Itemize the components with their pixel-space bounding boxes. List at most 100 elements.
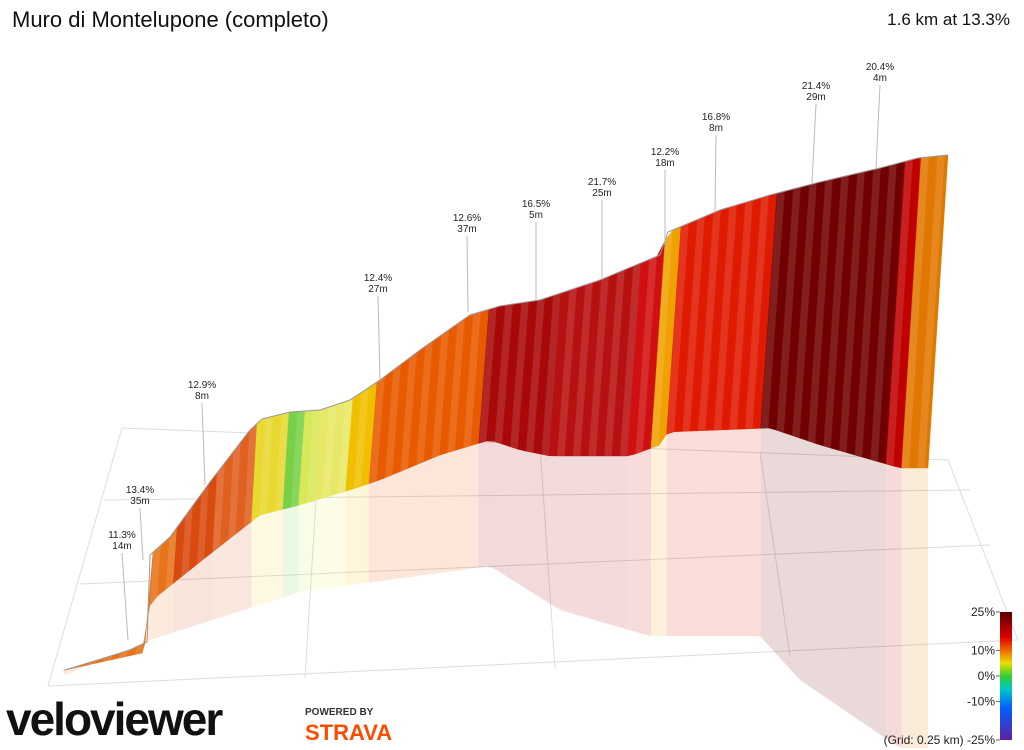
profile-reflection	[502, 444, 511, 579]
profile-reflection	[737, 428, 745, 636]
annotation-grade: 11.3%	[108, 530, 136, 541]
profile-reflection	[815, 443, 824, 696]
annotation-length: 29m	[806, 92, 825, 103]
profile-reflection	[564, 456, 573, 614]
profile-reflection	[267, 511, 276, 603]
profile-reflection	[909, 468, 918, 748]
profile-reflection	[345, 488, 354, 586]
profile-reflection	[71, 666, 80, 673]
annotation-leader	[201, 402, 206, 486]
annotation-grade: 21.7%	[588, 177, 616, 188]
profile-reflection	[431, 455, 440, 574]
profile-reflection	[549, 455, 557, 609]
profile-reflection	[650, 445, 659, 636]
profile-reflection	[126, 646, 135, 657]
profile-reflection	[79, 665, 88, 670]
annotation-leader	[714, 134, 717, 213]
colorbar-label: 25%	[971, 605, 995, 619]
profile-reflection	[729, 429, 738, 636]
profile-reflection	[596, 456, 604, 623]
profile-reflection	[643, 448, 651, 636]
profile-reflection	[478, 441, 487, 568]
profile-reflection	[470, 443, 479, 569]
profile-reflection	[196, 558, 205, 626]
profile-reflection	[603, 456, 612, 625]
annotation-length: 8m	[195, 391, 209, 402]
profile-reflection	[541, 454, 550, 604]
profile-reflection	[204, 552, 213, 623]
profile-reflection	[580, 456, 589, 619]
profile-reflection	[862, 457, 871, 728]
profile-reflection	[823, 445, 832, 702]
profile-reflection	[173, 577, 182, 633]
profile-reflection	[705, 430, 714, 636]
annotation-length: 14m	[112, 541, 131, 552]
profile-reflection	[838, 450, 847, 712]
annotation-leader	[466, 235, 469, 313]
profile-reflection	[157, 589, 166, 638]
profile-reflection	[925, 468, 928, 748]
profile-reflection	[337, 491, 346, 587]
annotation-grade: 12.4%	[364, 273, 392, 284]
profile-reflection	[463, 445, 471, 570]
profile-reflection	[322, 496, 330, 589]
profile-reflection	[447, 450, 456, 572]
profile-reflection	[228, 533, 236, 616]
annotation-grade: 12.9%	[188, 380, 216, 391]
profile-reflection	[298, 503, 307, 593]
profile-reflection	[259, 513, 268, 605]
colorbar	[1000, 612, 1012, 740]
profile-reflection	[306, 500, 315, 592]
profile-reflection	[181, 570, 189, 631]
profile-reflection	[878, 461, 886, 739]
profile-reflection	[752, 428, 761, 637]
profile-reflection	[220, 540, 229, 618]
profile-reflection	[690, 430, 698, 636]
annotation-grade: 12.6%	[453, 213, 481, 224]
profile-reflection	[697, 430, 706, 636]
profile-reflection	[854, 454, 863, 723]
logo-powered: POWERED BY	[305, 707, 374, 718]
profile-reflection	[799, 438, 808, 686]
profile-reflection	[455, 448, 464, 571]
profile-reflection	[846, 452, 855, 718]
profile-reflection	[94, 659, 103, 664]
chart-title: Muro di Montelupone (completo)	[12, 7, 329, 32]
profile-reflection	[212, 546, 221, 621]
profile-reflection	[314, 498, 323, 591]
annotation-grade: 21.4%	[802, 81, 830, 92]
profile-reflection	[627, 454, 636, 632]
profile-reflection	[251, 515, 260, 608]
profile-reflection	[917, 468, 926, 748]
profile-reflection	[768, 428, 777, 654]
profile-reflection	[282, 507, 291, 598]
profile-reflection	[635, 451, 644, 635]
profile-reflection	[141, 605, 150, 654]
annotation-length: 18m	[655, 158, 674, 169]
profile-reflection	[188, 564, 197, 628]
profile-reflection	[831, 448, 839, 707]
profile-reflection	[408, 464, 417, 578]
profile-reflection	[384, 474, 393, 581]
profile-reflection	[674, 431, 683, 636]
profile-reflection	[243, 521, 252, 611]
profile-reflection	[885, 463, 894, 744]
annotation-grade: 12.2%	[651, 147, 679, 158]
profile-edge	[64, 154, 949, 671]
profile-reflection	[658, 434, 667, 636]
profile-reflection	[361, 483, 370, 584]
profile-reflection	[416, 461, 424, 577]
annotation-grade: 13.4%	[126, 485, 154, 496]
profile-reflection	[494, 441, 503, 574]
annotation-leader	[875, 84, 881, 169]
profile-reflection	[235, 527, 244, 613]
annotation-length: 37m	[457, 224, 476, 235]
annotation-length: 8m	[709, 123, 723, 134]
logo-partner: STRAVA	[305, 720, 392, 745]
profile-reflection	[870, 459, 879, 734]
profile-reflection	[87, 662, 95, 666]
colorbar-label: -10%	[967, 695, 995, 709]
colorbar-label: 10%	[971, 643, 995, 657]
profile-reflection	[619, 456, 628, 630]
